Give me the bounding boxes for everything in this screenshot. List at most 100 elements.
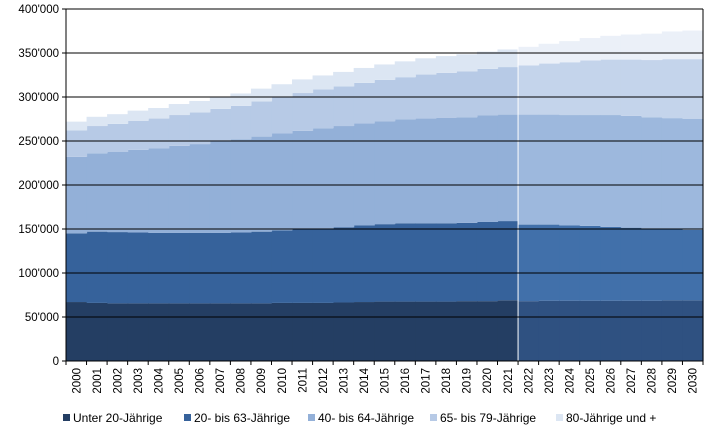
area-segment-s3-2013 bbox=[333, 86, 355, 127]
area-segment-s2-2008 bbox=[230, 139, 252, 233]
y-tick-label: 150'000 bbox=[18, 224, 59, 236]
area-segment-s3-2021 bbox=[497, 67, 519, 115]
area-segment-s4-2009 bbox=[250, 88, 273, 102]
area-segment-s3-2004 bbox=[148, 118, 170, 149]
area-segment-s4-2021 bbox=[497, 49, 519, 68]
area-segment-s1-2025 bbox=[579, 225, 601, 301]
legend-swatch-3 bbox=[430, 414, 437, 421]
area-segment-s0-2029 bbox=[661, 300, 684, 361]
area-segment-s2-2004 bbox=[148, 148, 170, 233]
area-segment-s1-2015 bbox=[374, 224, 396, 302]
area-segment-s0-2013 bbox=[333, 302, 355, 361]
area-segment-s2-2028 bbox=[641, 117, 663, 229]
area-segment-s4-2019 bbox=[456, 54, 478, 72]
area-segment-s1-2021 bbox=[497, 221, 519, 301]
area-segment-s1-2006 bbox=[189, 232, 211, 304]
area-segment-s4-2012 bbox=[312, 75, 334, 90]
x-tick-label: 2022 bbox=[523, 368, 535, 394]
area-segment-s1-2013 bbox=[333, 227, 355, 303]
x-tick-label: 2019 bbox=[462, 368, 474, 394]
area-segment-s4-2000 bbox=[66, 121, 88, 131]
area-segment-s2-2023 bbox=[538, 114, 560, 225]
area-segment-s1-2000 bbox=[66, 233, 88, 303]
area-segment-s3-2001 bbox=[86, 126, 108, 154]
area-segment-s2-2027 bbox=[620, 115, 642, 228]
area-segment-s2-2029 bbox=[661, 118, 684, 229]
axes bbox=[62, 8, 704, 365]
area-segment-s4-2020 bbox=[476, 51, 499, 69]
area-segment-s2-2014 bbox=[353, 123, 375, 226]
legend: Unter 20-Jährige 20- bis 63-Jährige 40- bi… bbox=[63, 411, 656, 425]
area-segment-s1-2020 bbox=[476, 221, 499, 302]
area-series-group bbox=[66, 30, 704, 361]
area-segment-s0-2005 bbox=[168, 303, 190, 361]
x-tick-label: 2029 bbox=[667, 368, 679, 394]
area-segment-s4-2014 bbox=[353, 67, 375, 83]
area-segment-s0-2023 bbox=[538, 300, 560, 361]
area-segment-s4-2013 bbox=[333, 71, 355, 87]
x-tick-label: 2020 bbox=[482, 368, 494, 394]
area-segment-s3-2012 bbox=[312, 89, 334, 129]
x-tick-label: 2015 bbox=[380, 368, 392, 394]
area-segment-s3-2014 bbox=[353, 82, 375, 124]
area-segment-s2-2017 bbox=[415, 118, 437, 224]
area-segment-s3-2027 bbox=[620, 59, 642, 116]
area-segment-s4-2017 bbox=[415, 58, 437, 75]
area-segment-s4-2015 bbox=[374, 64, 396, 80]
area-segment-s4-2027 bbox=[620, 34, 642, 60]
area-segment-s0-2021 bbox=[497, 300, 519, 361]
area-segment-s1-2012 bbox=[312, 228, 334, 303]
x-tick-label: 2026 bbox=[606, 368, 618, 394]
area-segment-s1-2030 bbox=[682, 229, 704, 301]
area-segment-s1-2003 bbox=[127, 232, 149, 304]
x-tick-label: 2014 bbox=[359, 367, 371, 393]
area-segment-s0-2012 bbox=[312, 302, 334, 361]
area-segment-s2-2013 bbox=[333, 126, 355, 228]
area-segment-s4-2004 bbox=[148, 108, 170, 119]
area-segment-s2-2011 bbox=[292, 130, 314, 230]
x-tick-label: 2012 bbox=[318, 368, 330, 394]
area-segment-s1-2026 bbox=[600, 226, 622, 301]
area-segment-s3-2019 bbox=[456, 71, 478, 118]
area-segment-s2-2019 bbox=[456, 117, 478, 223]
area-segment-s4-2011 bbox=[292, 79, 314, 94]
area-segment-s3-2010 bbox=[271, 97, 293, 134]
area-segment-s3-2030 bbox=[682, 59, 704, 119]
area-segment-s3-2025 bbox=[579, 60, 601, 116]
area-segment-s3-2020 bbox=[476, 68, 499, 116]
x-tick-label: 2021 bbox=[503, 368, 515, 394]
area-segment-s3-2023 bbox=[538, 63, 560, 115]
legend-label-2: 40- bis 64-Jährige bbox=[318, 411, 414, 425]
area-segment-s1-2008 bbox=[230, 232, 252, 304]
area-segment-s2-2020 bbox=[476, 115, 499, 222]
area-segment-s1-2017 bbox=[415, 223, 437, 302]
area-segment-s2-2030 bbox=[682, 119, 704, 230]
area-segment-s4-2007 bbox=[209, 97, 231, 109]
area-segment-s3-2028 bbox=[641, 60, 663, 118]
area-segment-s0-2026 bbox=[600, 300, 622, 361]
area-segment-s4-2025 bbox=[579, 38, 601, 61]
area-segment-s2-2002 bbox=[107, 152, 129, 233]
area-segment-s3-2005 bbox=[168, 115, 190, 146]
y-axis-tick-labels: 0 50'000 100'000 150'000 200'000 250'000 300'0… bbox=[18, 4, 59, 368]
area-segment-s0-2024 bbox=[559, 300, 581, 361]
area-segment-s3-2008 bbox=[230, 105, 252, 140]
area-segment-s3-2016 bbox=[394, 77, 416, 120]
area-segment-s1-2027 bbox=[620, 227, 642, 301]
area-segment-s2-2006 bbox=[189, 144, 211, 233]
area-segment-s2-2018 bbox=[435, 117, 458, 224]
area-segment-s0-2018 bbox=[435, 301, 458, 361]
area-segment-s0-2001 bbox=[86, 302, 108, 361]
x-tick-label: 2018 bbox=[441, 368, 453, 394]
area-segment-s0-2006 bbox=[189, 303, 211, 361]
area-segment-s1-2022 bbox=[518, 224, 540, 302]
y-tick-label: 400'000 bbox=[18, 4, 59, 16]
area-segment-s0-2022 bbox=[518, 301, 540, 361]
area-segment-s1-2023 bbox=[538, 224, 560, 301]
x-tick-label: 2025 bbox=[585, 368, 597, 394]
area-segment-s1-2007 bbox=[209, 232, 231, 304]
y-tick-label: 200'000 bbox=[18, 180, 59, 192]
legend-swatch-4 bbox=[556, 414, 563, 421]
area-segment-s4-2023 bbox=[538, 43, 560, 64]
area-segment-s4-2029 bbox=[661, 31, 684, 60]
